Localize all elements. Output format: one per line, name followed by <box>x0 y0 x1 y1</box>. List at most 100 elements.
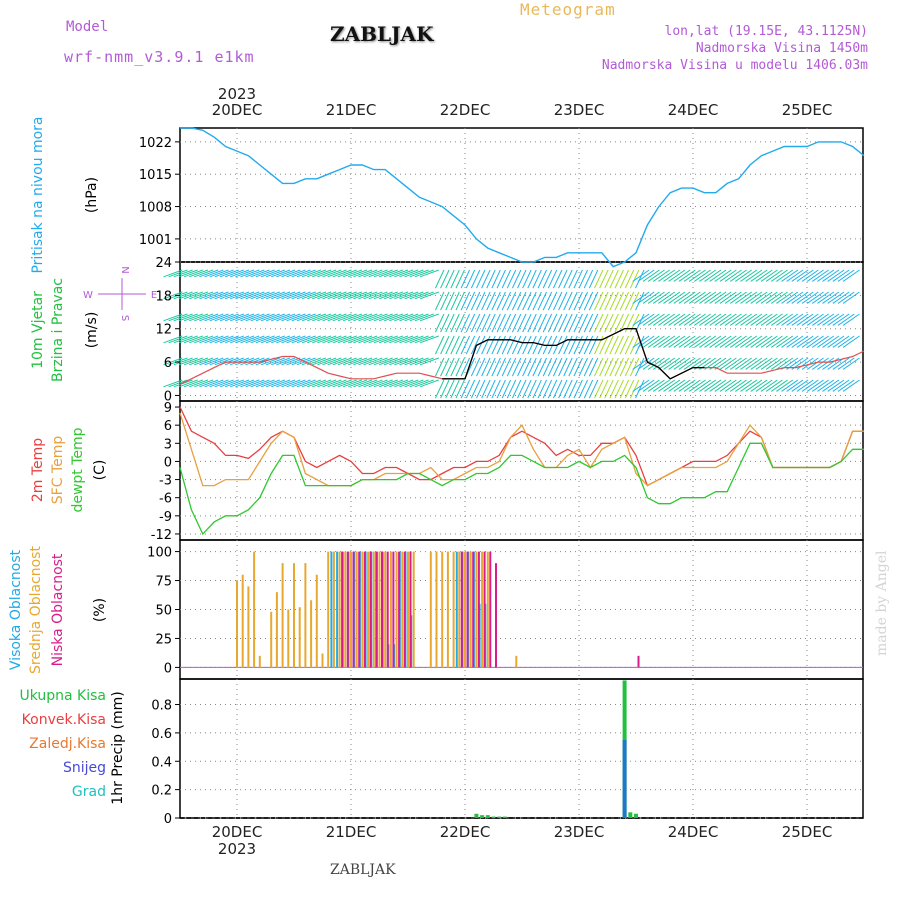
wind-barb <box>265 269 286 278</box>
wind-barb <box>629 291 640 311</box>
wind-barb <box>563 357 573 377</box>
wind-barb <box>517 291 527 311</box>
wind-barb <box>327 335 347 344</box>
wind-barb <box>573 269 583 289</box>
wind-barb <box>327 269 347 278</box>
wind-barb <box>837 379 855 392</box>
wind-barb <box>188 291 209 300</box>
bottom-date-label: 22DEC <box>440 823 491 841</box>
wind-barb <box>337 269 357 278</box>
wind-barb <box>652 291 670 304</box>
wind-barb <box>668 357 686 370</box>
y-tick-label: -9 <box>159 510 172 525</box>
wind-barb <box>173 335 193 344</box>
wind-barb <box>796 335 814 348</box>
wind-barb <box>704 313 722 326</box>
wind-barb <box>240 313 260 322</box>
wind-unit-label: (m/s) <box>84 312 100 349</box>
wind-barb <box>827 291 845 304</box>
wind-barb <box>806 313 824 326</box>
wind-barb <box>389 357 409 366</box>
temp-label-sfc: SFC Temp <box>50 436 66 505</box>
wind-barb <box>714 335 732 348</box>
wind-barb <box>168 379 188 388</box>
y-tick-label: 6 <box>164 356 172 371</box>
wind-barb <box>588 357 599 377</box>
wind-barb <box>358 313 378 322</box>
top-date-label: 24DEC <box>668 101 719 119</box>
wind-barb <box>271 379 291 388</box>
wind-barb <box>755 291 773 304</box>
wind-barb <box>704 379 722 392</box>
y-tick-label: 1022 <box>139 136 172 151</box>
wind-barb <box>204 291 224 300</box>
wind-barb <box>337 313 357 322</box>
wind-barb <box>765 379 783 392</box>
wind-barb <box>419 335 439 344</box>
wind-barb <box>517 357 527 377</box>
wind-barb <box>465 335 476 355</box>
wind-barb <box>642 269 660 282</box>
wind-barb <box>729 313 747 326</box>
wind-barb <box>373 379 393 388</box>
wind-barb <box>658 379 676 392</box>
wind-barb <box>476 357 486 377</box>
wind-barb <box>532 269 542 289</box>
wind-barb <box>337 335 357 344</box>
wind-barb <box>735 335 752 348</box>
wind-barb <box>637 291 655 304</box>
wind-barb <box>604 335 614 355</box>
wind-barb <box>522 335 532 355</box>
precip-legend-item: Ukupna Kisa <box>19 688 106 704</box>
wind-barb <box>719 313 737 326</box>
wind-barb <box>183 313 203 322</box>
wind-barb <box>322 379 342 388</box>
wind-barb <box>373 269 393 278</box>
y-tick-label: 0 <box>164 389 172 404</box>
wind-barb <box>440 269 450 289</box>
wind-barb <box>552 291 563 311</box>
panel-frame-1 <box>179 127 864 263</box>
wind-barb <box>568 357 578 377</box>
wind-barb <box>652 379 670 392</box>
wind-barb <box>496 313 506 333</box>
wind-barb <box>353 313 373 322</box>
wind-barb <box>373 313 393 322</box>
wind-barb <box>301 269 321 278</box>
wind-barb <box>542 357 553 377</box>
wind-barb <box>296 269 316 278</box>
wind-barb <box>496 379 506 399</box>
wind-barb <box>837 291 855 304</box>
wind-barb <box>755 379 773 392</box>
wind-barb <box>496 291 506 311</box>
wind-barb <box>235 357 255 366</box>
wind-barb <box>522 313 532 333</box>
wind-barb <box>694 291 711 304</box>
station-title: ZABLJAK <box>330 22 434 46</box>
wind-barb <box>183 269 203 278</box>
wind-barb <box>755 269 773 282</box>
wind-barb <box>811 357 829 370</box>
wind-barb <box>209 291 229 300</box>
wind-barb <box>837 313 855 326</box>
wind-barb <box>688 313 706 326</box>
wind-barb <box>224 379 245 388</box>
wind-barb <box>776 269 794 282</box>
wind-barb <box>209 335 229 344</box>
location-coordinates: lon,lat (19.15E, 43.1125N) <box>664 24 869 39</box>
wind-barb <box>312 335 332 344</box>
wind-barb <box>445 335 455 355</box>
wind-barb <box>573 357 583 377</box>
wind-barb <box>317 269 337 278</box>
wind-barb <box>637 379 655 392</box>
wind-barb <box>230 291 250 300</box>
wind-barb <box>729 335 747 348</box>
wind-barb <box>332 313 352 322</box>
wind-barb <box>740 291 758 304</box>
wind-barb <box>801 269 819 282</box>
wind-barb <box>378 313 398 322</box>
wind-barb <box>445 313 455 333</box>
wind-barb <box>219 335 239 344</box>
wind-barb <box>414 335 434 344</box>
wind-barb <box>760 335 778 348</box>
